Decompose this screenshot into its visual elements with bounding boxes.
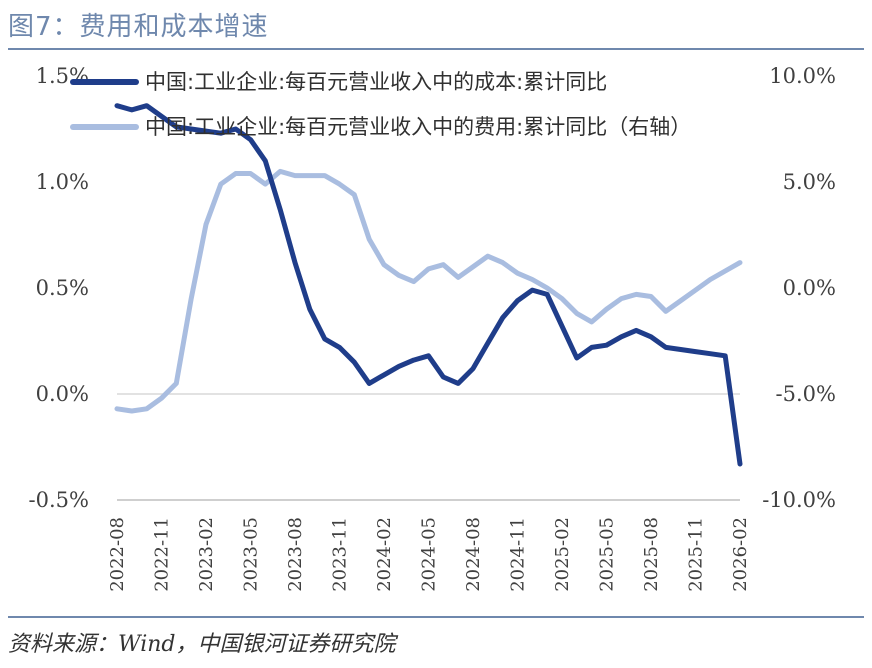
y-right-tick-label: 0.0%: [783, 276, 836, 300]
x-tick-label: 2026-02: [730, 517, 751, 592]
y-left-tick-label: 0.0%: [36, 382, 89, 406]
x-tick-label: 2023-05: [241, 517, 262, 592]
x-tick-label: 2023-02: [196, 517, 217, 592]
x-tick-label: 2024-02: [374, 517, 395, 592]
legend-label: 中国:工业企业:每百元营业收入中的成本:累计同比: [145, 70, 607, 94]
x-tick-label: 2024-08: [463, 517, 484, 592]
x-tick-label: 2025-05: [597, 517, 618, 592]
x-tick-label: 2022-11: [152, 517, 173, 592]
y-left-tick-label: -0.5%: [29, 488, 89, 512]
source-note: 资料来源：Wind，中国银河证券研究院: [8, 632, 396, 657]
series-line-cost: [114, 103, 743, 467]
x-tick-label: 2024-05: [419, 517, 440, 592]
chart-axes: 1.5%1.0%0.5%0.0%-0.5%10.0%5.0%0.0%-5.0%-…: [29, 64, 836, 592]
x-tick-label: 2025-08: [641, 517, 662, 592]
y-right-tick-label: 5.0%: [783, 170, 836, 194]
series-line-expense: [114, 168, 743, 414]
y-right-tick-label: -5.0%: [776, 382, 836, 406]
chart-series: [114, 103, 743, 467]
x-tick-label: 2022-08: [107, 517, 128, 592]
y-right-tick-label: 10.0%: [769, 64, 836, 88]
x-tick-label: 2025-02: [552, 517, 573, 592]
x-tick-label: 2025-11: [686, 517, 707, 592]
x-tick-label: 2023-08: [285, 517, 306, 592]
y-left-tick-label: 0.5%: [36, 276, 89, 300]
title-divider: [8, 48, 864, 50]
x-tick-label: 2024-11: [508, 517, 529, 592]
y-left-tick-label: 1.0%: [36, 170, 89, 194]
figure-title: 图7：费用和成本增速: [8, 12, 269, 42]
y-right-tick-label: -10.0%: [762, 488, 836, 512]
legend-label: 中国:工业企业:每百元营业收入中的费用:累计同比（右轴）: [145, 115, 691, 139]
chart-legend: 中国:工业企业:每百元营业收入中的成本:累计同比中国:工业企业:每百元营业收入中…: [70, 70, 691, 139]
x-tick-label: 2023-11: [330, 517, 351, 592]
footer-divider: [8, 616, 864, 618]
